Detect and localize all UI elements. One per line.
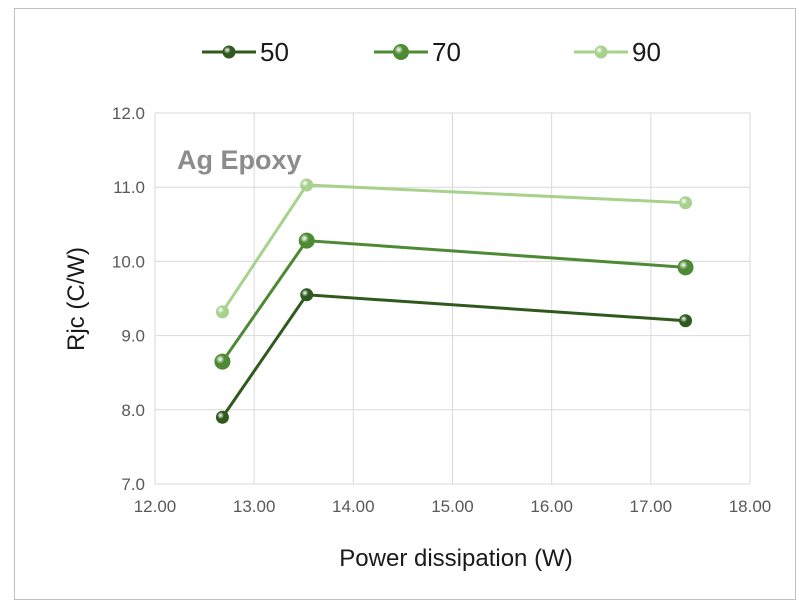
y-tick-label: 11.0 bbox=[113, 178, 145, 197]
y-tick-label: 8.0 bbox=[121, 401, 145, 420]
legend-marker-50 bbox=[222, 45, 236, 59]
legend-label-90: 90 bbox=[632, 37, 661, 67]
y-tick-label: 7.0 bbox=[121, 475, 145, 494]
data-point-90 bbox=[679, 196, 693, 210]
chart-area bbox=[14, 8, 796, 600]
series-line-50 bbox=[221, 293, 686, 419]
data-point-90 bbox=[215, 305, 229, 319]
axis-ticks: 7.0 8.0 9.0 10.0 11.0 12.0 12.00 13.00 14.00 15.0… bbox=[112, 104, 771, 516]
data-point-70 bbox=[677, 259, 694, 276]
data-point-90 bbox=[300, 178, 314, 192]
chart-annotation: Ag Epoxy bbox=[177, 145, 302, 175]
y-axis-title: Rjc (C/W) bbox=[63, 247, 90, 351]
x-tick-label: 13.00 bbox=[233, 497, 276, 516]
y-tick-label: 12.0 bbox=[112, 104, 145, 123]
legend: 50 70 90 bbox=[202, 37, 661, 67]
series-line-70 bbox=[221, 239, 686, 363]
legend-label-50: 50 bbox=[260, 37, 289, 67]
data-point-50 bbox=[300, 288, 314, 302]
data-point-70 bbox=[214, 353, 231, 370]
legend-label-70: 70 bbox=[432, 37, 461, 67]
x-tick-label: 16.00 bbox=[530, 497, 573, 516]
data-point-70 bbox=[298, 232, 315, 249]
y-tick-label: 10.0 bbox=[112, 252, 145, 271]
x-tick-label: 12.00 bbox=[134, 497, 177, 516]
x-tick-label: 17.00 bbox=[630, 497, 673, 516]
x-tick-label: 14.00 bbox=[332, 497, 375, 516]
x-tick-label: 15.00 bbox=[431, 497, 474, 516]
legend-marker-70 bbox=[393, 44, 409, 60]
data-point-50 bbox=[215, 410, 229, 424]
x-tick-label: 18.00 bbox=[729, 497, 772, 516]
legend-marker-90 bbox=[594, 45, 608, 59]
series-layer bbox=[214, 178, 694, 424]
data-point-50 bbox=[679, 314, 693, 328]
y-tick-label: 9.0 bbox=[121, 327, 145, 346]
x-axis-title: Power dissipation (W) bbox=[339, 545, 572, 572]
series-line-90 bbox=[221, 183, 686, 313]
